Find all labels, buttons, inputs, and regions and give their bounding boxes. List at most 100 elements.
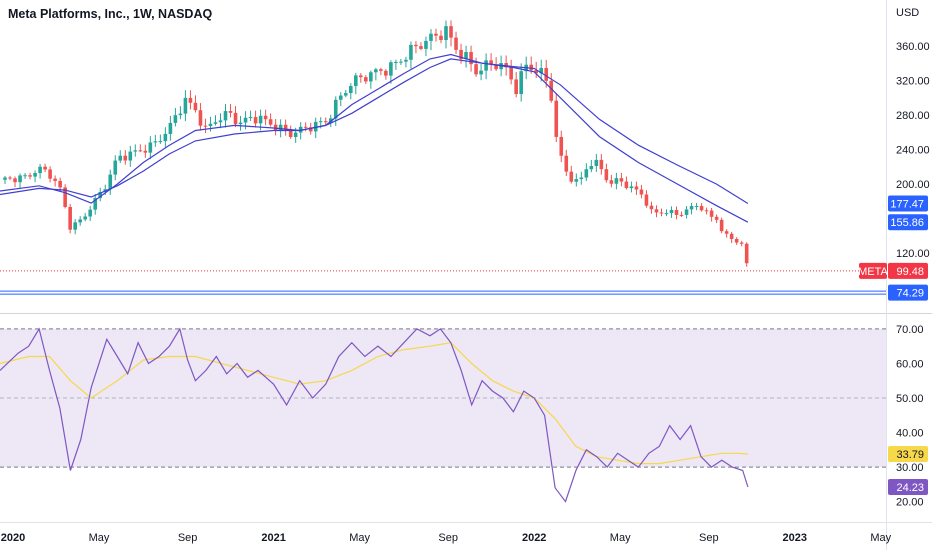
candle[interactable]	[233, 106, 238, 128]
candle[interactable]	[494, 57, 498, 71]
candle[interactable]	[384, 69, 388, 80]
candle[interactable]	[288, 125, 293, 139]
candle[interactable]	[23, 173, 27, 179]
candle[interactable]	[153, 134, 158, 147]
candle[interactable]	[724, 229, 729, 238]
candle[interactable]	[734, 237, 739, 245]
candle[interactable]	[163, 127, 168, 148]
candle[interactable]	[429, 29, 433, 51]
candle[interactable]	[283, 119, 288, 136]
candle[interactable]	[138, 144, 143, 153]
candle[interactable]	[133, 144, 138, 157]
candle[interactable]	[148, 136, 153, 160]
candle[interactable]	[614, 172, 619, 190]
candle[interactable]	[343, 89, 348, 98]
candle[interactable]	[689, 202, 694, 215]
candle[interactable]	[619, 172, 624, 187]
candle[interactable]	[729, 231, 734, 244]
candle[interactable]	[128, 145, 133, 167]
candle[interactable]	[464, 45, 468, 68]
candle[interactable]	[48, 166, 52, 183]
candle[interactable]	[739, 240, 744, 247]
candle[interactable]	[338, 92, 343, 107]
candle[interactable]	[238, 115, 243, 131]
candle[interactable]	[28, 172, 32, 180]
candle[interactable]	[414, 41, 418, 54]
candle[interactable]	[158, 134, 163, 144]
candle[interactable]	[714, 214, 719, 224]
candle[interactable]	[444, 20, 448, 49]
candle[interactable]	[68, 203, 72, 234]
candle[interactable]	[709, 207, 714, 222]
candle[interactable]	[629, 181, 634, 193]
candle[interactable]	[409, 41, 413, 69]
candle[interactable]	[399, 58, 403, 65]
candle[interactable]	[203, 118, 208, 134]
candle[interactable]	[273, 119, 278, 136]
candle[interactable]	[93, 194, 98, 215]
candle[interactable]	[364, 75, 368, 84]
candle[interactable]	[554, 93, 559, 142]
candle[interactable]	[539, 59, 544, 82]
candle[interactable]	[18, 173, 22, 188]
candle[interactable]	[53, 175, 57, 187]
candle[interactable]	[744, 242, 749, 267]
candle[interactable]	[348, 83, 353, 100]
candle[interactable]	[83, 212, 87, 222]
candle[interactable]	[73, 219, 77, 235]
candle[interactable]	[424, 36, 428, 57]
candle[interactable]	[719, 217, 724, 234]
candle[interactable]	[549, 73, 554, 103]
candle[interactable]	[599, 154, 604, 175]
candle[interactable]	[584, 163, 589, 182]
candle[interactable]	[589, 159, 594, 173]
candle[interactable]	[394, 59, 398, 70]
candle[interactable]	[33, 170, 37, 183]
candle[interactable]	[193, 95, 198, 113]
candle[interactable]	[13, 176, 17, 188]
candle[interactable]	[684, 206, 689, 219]
candle[interactable]	[639, 184, 644, 199]
price-pane[interactable]	[0, 20, 886, 295]
candle[interactable]	[389, 60, 393, 84]
candle[interactable]	[604, 163, 609, 183]
candle[interactable]	[679, 211, 684, 217]
candle[interactable]	[654, 205, 659, 218]
candle[interactable]	[479, 63, 483, 81]
candle[interactable]	[574, 173, 579, 187]
candle[interactable]	[78, 216, 82, 226]
candle[interactable]	[43, 163, 47, 173]
candle[interactable]	[559, 130, 564, 163]
candle[interactable]	[173, 107, 178, 127]
candle[interactable]	[359, 73, 363, 83]
candle[interactable]	[624, 176, 629, 190]
candle[interactable]	[198, 103, 203, 131]
candle[interactable]	[118, 150, 123, 163]
candle[interactable]	[379, 67, 383, 76]
candle[interactable]	[699, 203, 704, 212]
candle[interactable]	[489, 53, 493, 71]
candle[interactable]	[323, 117, 328, 126]
candle[interactable]	[594, 153, 599, 172]
candle[interactable]	[183, 90, 188, 122]
candle[interactable]	[263, 109, 268, 126]
candle[interactable]	[569, 165, 574, 184]
candle[interactable]	[669, 206, 674, 218]
candle[interactable]	[664, 209, 669, 217]
candle[interactable]	[168, 115, 173, 141]
candle[interactable]	[354, 72, 358, 95]
candle[interactable]	[113, 155, 118, 181]
candle[interactable]	[369, 70, 373, 89]
candle[interactable]	[213, 115, 218, 126]
candle[interactable]	[579, 171, 584, 185]
candle[interactable]	[228, 104, 233, 118]
candle[interactable]	[123, 150, 128, 165]
candle[interactable]	[469, 45, 473, 72]
candle[interactable]	[434, 28, 438, 42]
candle[interactable]	[248, 110, 253, 121]
candle[interactable]	[98, 187, 103, 202]
candle[interactable]	[509, 59, 513, 85]
rsi-pane[interactable]	[0, 327, 886, 503]
candle[interactable]	[439, 30, 443, 44]
